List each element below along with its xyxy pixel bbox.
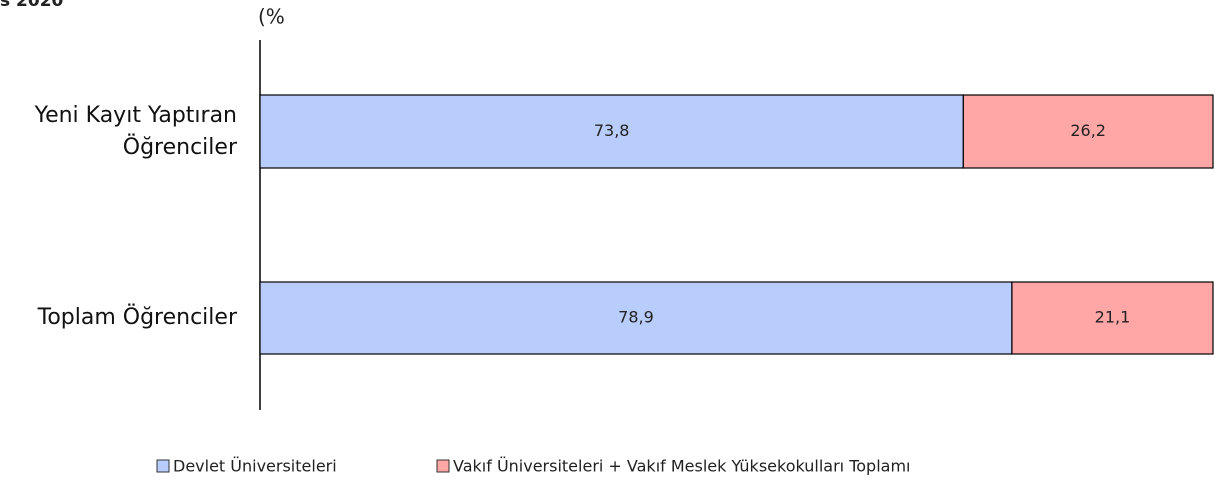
category-label: Toplam Öğrenciler xyxy=(37,305,237,330)
value-label: 78,9 xyxy=(618,308,654,327)
bar-segment xyxy=(1011,281,1214,355)
bar-segment xyxy=(259,94,964,169)
chart-title: s 2020 xyxy=(0,0,64,11)
legend-label: Devlet Üniversiteleri xyxy=(173,457,337,476)
axis-label: (% xyxy=(258,5,285,29)
value-label: 73,8 xyxy=(594,121,630,140)
legend-label: Vakıf Üniversiteleri + Vakıf Meslek Yüks… xyxy=(453,457,910,476)
value-label: 21,1 xyxy=(1095,308,1131,327)
bar-segment xyxy=(962,94,1214,169)
bar-segment xyxy=(259,281,1013,355)
legend-swatch xyxy=(436,459,450,473)
legend-swatch xyxy=(156,459,170,473)
value-label: 26,2 xyxy=(1070,121,1106,140)
category-label: Yeni Kayıt Yaptıran Öğrenciler xyxy=(34,102,237,160)
